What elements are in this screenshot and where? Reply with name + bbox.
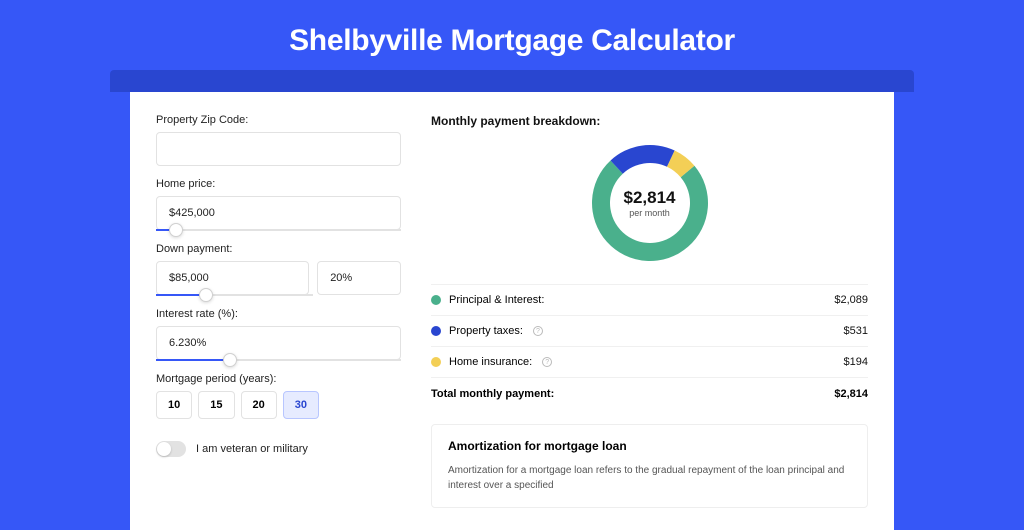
home-price-slider[interactable] <box>156 229 401 231</box>
legend-dot <box>431 357 441 367</box>
zip-input[interactable] <box>156 132 401 166</box>
amortization-box: Amortization for mortgage loan Amortizat… <box>431 424 868 508</box>
page-title: Shelbyville Mortgage Calculator <box>0 24 1024 58</box>
breakdown-panel: Monthly payment breakdown: $2,814 per mo… <box>431 114 868 508</box>
slider-thumb[interactable] <box>169 223 183 237</box>
legend-dot <box>431 326 441 336</box>
slider-thumb[interactable] <box>199 288 213 302</box>
interest-rate-label: Interest rate (%): <box>156 308 401 320</box>
period-option-20[interactable]: 20 <box>241 391 277 419</box>
legend-dot <box>431 295 441 305</box>
down-payment-label: Down payment: <box>156 243 401 255</box>
donut-amount: $2,814 <box>624 188 676 208</box>
period-option-10[interactable]: 10 <box>156 391 192 419</box>
info-icon[interactable]: ? <box>542 357 552 367</box>
home-price-label: Home price: <box>156 178 401 190</box>
breakdown-label: Property taxes: <box>449 325 523 337</box>
breakdown-value: $194 <box>844 356 868 368</box>
down-payment-input[interactable] <box>156 261 309 295</box>
veteran-toggle[interactable] <box>156 441 186 457</box>
donut-chart: $2,814 per month <box>431 140 868 266</box>
breakdown-label: Home insurance: <box>449 356 532 368</box>
amortization-title: Amortization for mortgage loan <box>448 439 851 453</box>
veteran-label: I am veteran or military <box>196 443 308 455</box>
toggle-knob <box>157 442 171 456</box>
breakdown-title: Monthly payment breakdown: <box>431 114 868 128</box>
period-option-30[interactable]: 30 <box>283 391 319 419</box>
info-icon[interactable]: ? <box>533 326 543 336</box>
period-label: Mortgage period (years): <box>156 373 401 385</box>
breakdown-row: Home insurance:? $194 <box>431 346 868 377</box>
breakdown-label: Principal & Interest: <box>449 294 544 306</box>
home-price-input[interactable] <box>156 196 401 230</box>
down-payment-pct-input[interactable] <box>317 261 401 295</box>
total-value: $2,814 <box>834 388 868 400</box>
interest-rate-input[interactable] <box>156 326 401 360</box>
amortization-text: Amortization for a mortgage loan refers … <box>448 463 851 493</box>
hero: Shelbyville Mortgage Calculator <box>0 0 1024 70</box>
total-row: Total monthly payment: $2,814 <box>431 377 868 410</box>
breakdown-value: $2,089 <box>834 294 868 306</box>
period-option-15[interactable]: 15 <box>198 391 234 419</box>
period-options: 10152030 <box>156 391 401 419</box>
total-label: Total monthly payment: <box>431 388 554 400</box>
breakdown-row: Property taxes:? $531 <box>431 315 868 346</box>
breakdown-value: $531 <box>844 325 868 337</box>
breakdown-row: Principal & Interest: $2,089 <box>431 284 868 315</box>
card-shadow <box>110 70 914 92</box>
zip-label: Property Zip Code: <box>156 114 401 126</box>
slider-thumb[interactable] <box>223 353 237 367</box>
donut-sub: per month <box>624 208 676 218</box>
interest-rate-slider[interactable] <box>156 359 401 361</box>
calculator-card: Property Zip Code: Home price: Down paym… <box>130 92 894 530</box>
form-panel: Property Zip Code: Home price: Down paym… <box>156 114 401 508</box>
down-payment-slider[interactable] <box>156 294 313 296</box>
